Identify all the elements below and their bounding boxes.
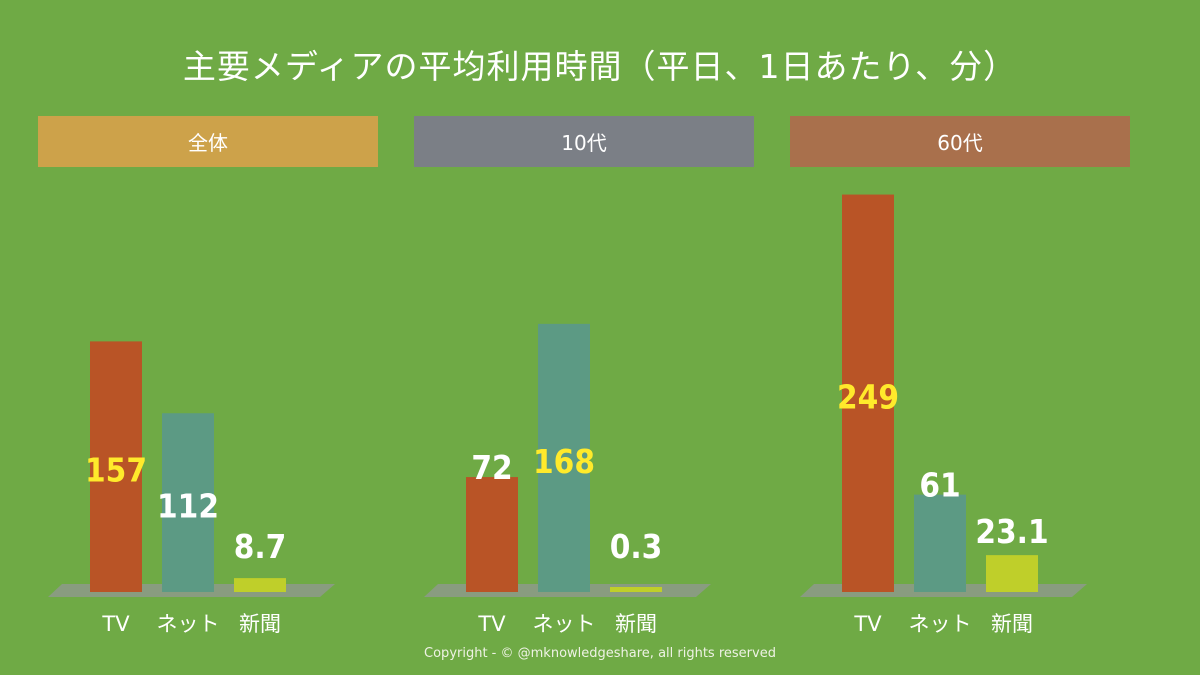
category-label-overall-3: 新聞 xyxy=(239,612,281,636)
category-label-teens-1: TV xyxy=(477,612,506,636)
value-label-sixties-3: 23.1 xyxy=(975,512,1048,551)
panel-overall: 全体 157 TV 112 ネット 8.7 新聞 xyxy=(38,0,383,675)
value-label-sixties-2: 61 xyxy=(919,466,960,505)
bar-teens-1 xyxy=(466,477,518,592)
value-label-teens-1: 72 xyxy=(471,448,512,487)
category-label-sixties-2: ネット xyxy=(909,612,972,636)
category-label-teens-2: ネット xyxy=(533,612,596,636)
value-label-teens-3: 0.3 xyxy=(610,527,663,566)
bar-overall-1 xyxy=(90,341,142,592)
bar-sixties-1 xyxy=(842,194,894,593)
panel-header-overall: 全体 xyxy=(38,116,378,167)
bar-chart-overall: 157 TV 112 ネット 8.7 新聞 xyxy=(48,341,335,636)
bar-overall-2 xyxy=(162,413,214,592)
bar-sixties-2 xyxy=(914,494,966,592)
category-label-teens-3: 新聞 xyxy=(615,612,657,636)
chart-title: 主要メディアの平均利用時間（平日、1日あたり、分） xyxy=(182,47,1018,86)
panel-sixties: 60代 249 TV 61 ネット 23.1 新聞 xyxy=(790,0,1135,675)
category-label-overall-1: TV xyxy=(101,612,130,636)
bar-overall-3 xyxy=(234,578,286,592)
category-label-overall-2: ネット xyxy=(157,612,220,636)
value-label-teens-2: 168 xyxy=(533,442,595,481)
category-label-sixties-1: TV xyxy=(853,612,882,636)
bar-sixties-3 xyxy=(986,555,1038,592)
bar-teens-2 xyxy=(538,323,590,592)
value-label-overall-2: 112 xyxy=(157,487,219,526)
category-label-sixties-3: 新聞 xyxy=(991,612,1033,636)
panel-header-teens: 10代 xyxy=(414,116,754,167)
bar-chart-sixties: 249 TV 61 ネット 23.1 新聞 xyxy=(800,194,1087,636)
panel-header-sixties: 60代 xyxy=(790,116,1130,167)
panel-teens: 10代 72 TV 168 ネット 0.3 新聞 xyxy=(414,0,759,675)
bar-teens-3 xyxy=(610,587,662,592)
copyright-notice: Copyright - © @mknowledgeshare, all righ… xyxy=(424,646,776,661)
value-label-sixties-1: 249 xyxy=(837,377,899,416)
bar-chart-teens: 72 TV 168 ネット 0.3 新聞 xyxy=(424,323,711,636)
value-label-overall-1: 157 xyxy=(85,451,147,490)
value-label-overall-3: 8.7 xyxy=(234,527,287,566)
